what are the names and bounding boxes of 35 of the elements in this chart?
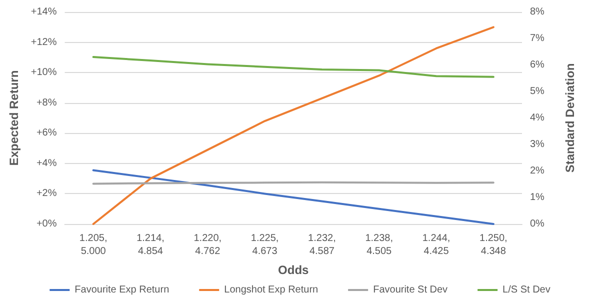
y2-tick-label: 7% [530,33,545,44]
x-tick-label: 1.225, 4.673 [250,233,279,257]
line-series [92,26,494,225]
line-series [92,169,494,225]
y2-tick-label: 1% [530,192,545,203]
y-tick-label: +6% [36,128,57,139]
y2-tick-label: 4% [530,112,545,124]
y2-tick-label: 6% [530,60,545,70]
x-tick-label: 1.244, 4.425 [422,233,450,257]
y2-axis-title: Standard Deviation [563,63,577,173]
y-tick-label: +0% [36,218,57,230]
x-tick-label: 1.205, 5.000 [79,233,108,257]
y2-tick-label: 8% [530,6,545,18]
legend-label: Longshot Exp Return [224,284,318,296]
y-tick-label: +10% [30,67,57,78]
y-tick-label: +2% [36,188,57,200]
y2-tick-label: 0% [530,218,545,230]
y-tick-label: +14% [30,6,57,18]
line-series [92,56,494,78]
x-tick-label: 1.250, 4.348 [480,233,508,257]
legend-label: L/S St Dev [502,284,550,296]
x-axis-title: Odds [278,263,310,277]
x-tick-label: 1.220, 4.762 [194,233,222,257]
y2-tick-label: 3% [530,139,545,150]
x-tick-label: 1.214, 4.854 [136,233,164,257]
y-tick-label: +4% [36,158,57,169]
legend-label: Favourite Exp Return [74,284,170,296]
y2-tick-label: 2% [530,166,545,176]
y2-tick-label: 5% [530,86,545,97]
x-tick-label: 1.238, 4.505 [365,233,394,257]
y-tick-label: +8% [36,97,57,108]
y-tick-label: +12% [30,36,57,48]
x-tick-label: 1.232, 4.587 [308,233,336,257]
y-axis-title: Expected Return [7,70,21,166]
legend-label: Favourite St Dev [373,284,448,296]
